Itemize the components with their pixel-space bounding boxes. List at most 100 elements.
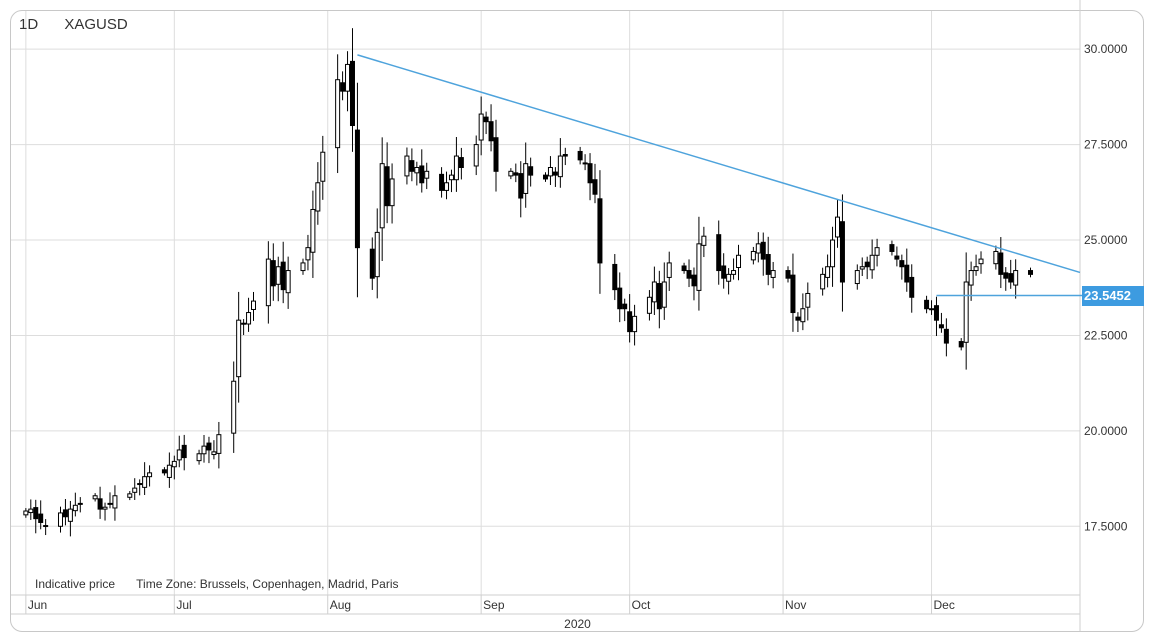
candle-body	[43, 525, 49, 528]
candle-body	[488, 121, 494, 142]
candle-body	[458, 157, 464, 168]
candle	[285, 256, 291, 309]
candle	[785, 266, 791, 283]
candle	[978, 251, 984, 274]
candle	[622, 298, 628, 322]
candle	[166, 452, 172, 488]
candle-body	[800, 308, 806, 323]
candle-body	[349, 60, 355, 127]
candle-body	[864, 261, 870, 268]
candle-body	[275, 266, 281, 285]
candle-body	[439, 173, 445, 191]
candle	[820, 267, 826, 296]
candle	[211, 440, 217, 460]
candle-body	[523, 163, 529, 194]
candle	[587, 153, 593, 201]
candle	[300, 258, 306, 275]
candle	[547, 156, 553, 186]
candle	[869, 239, 875, 279]
interval-label[interactable]: 1D	[19, 16, 39, 33]
candle	[1003, 267, 1009, 291]
candle	[280, 241, 286, 304]
candle-body	[453, 155, 459, 181]
candle-body	[300, 262, 306, 272]
trendline[interactable]	[357, 54, 1081, 274]
candle-body	[731, 270, 737, 275]
candle	[57, 506, 63, 533]
candle	[617, 272, 623, 323]
candle-body	[924, 299, 930, 310]
candle-body	[889, 244, 895, 252]
candle	[409, 148, 415, 182]
candle	[176, 435, 182, 468]
candle-body	[236, 319, 242, 378]
candle	[750, 246, 756, 265]
candle	[389, 163, 395, 224]
candle	[384, 142, 390, 224]
candle	[424, 162, 430, 190]
x-tick-label: Oct	[632, 598, 651, 612]
candle	[92, 493, 98, 502]
candle-body	[750, 250, 756, 261]
candle	[651, 266, 657, 315]
candle	[112, 485, 118, 521]
candle-body	[825, 266, 831, 278]
candle-body	[904, 264, 910, 283]
y-axis-labels: 30.0000 27.5000 25.0000 22.5000 20.0000 17.50…	[1084, 42, 1128, 533]
candle-body	[335, 79, 341, 149]
candle-body	[251, 300, 257, 310]
candle-body	[211, 451, 217, 456]
candle-body	[874, 247, 880, 256]
candle-body	[28, 508, 34, 514]
candle-body	[137, 483, 143, 486]
candle-body	[770, 270, 776, 278]
candle	[458, 147, 464, 180]
candle	[181, 434, 187, 471]
candle-body	[968, 270, 974, 286]
candle	[790, 253, 796, 332]
candle-body	[231, 380, 237, 434]
candle	[275, 256, 281, 302]
y-tick-label: 30.0000	[1084, 42, 1128, 56]
candle-body	[161, 469, 167, 474]
candle	[354, 82, 360, 298]
candle-body	[721, 265, 727, 279]
candle-body	[384, 166, 390, 207]
candle-body	[320, 151, 326, 182]
candle	[597, 170, 603, 294]
candle-body	[651, 281, 657, 303]
candle-body	[246, 312, 252, 325]
candle-body	[587, 163, 593, 184]
candle-body	[577, 150, 583, 161]
candle	[147, 465, 153, 487]
candle	[483, 111, 489, 135]
candle-body	[929, 308, 935, 311]
candle-body	[127, 493, 133, 498]
candle-body	[508, 170, 514, 177]
candle-body	[345, 63, 351, 92]
candle-body	[899, 260, 905, 268]
candle-body	[67, 508, 73, 522]
candle-body	[132, 487, 138, 493]
time-zone-note: Time Zone: Brussels, Copenhagen, Madrid,…	[136, 577, 399, 591]
candle	[632, 304, 638, 346]
candle-body	[582, 162, 588, 165]
candle-body	[216, 434, 222, 454]
candle	[696, 216, 702, 311]
candle	[825, 254, 831, 288]
candle	[839, 194, 845, 312]
candle	[1028, 267, 1034, 278]
candle	[374, 208, 380, 299]
candle-body	[97, 498, 103, 510]
candle-body	[963, 281, 969, 343]
candle-body	[107, 502, 113, 505]
candle-body	[483, 116, 489, 123]
candle	[929, 300, 935, 315]
candle	[265, 241, 271, 324]
candle-body	[834, 216, 840, 238]
symbol-label: XAGUSD	[64, 16, 128, 33]
candle-body	[241, 322, 247, 325]
candle	[894, 246, 900, 267]
candle-body	[820, 273, 826, 290]
